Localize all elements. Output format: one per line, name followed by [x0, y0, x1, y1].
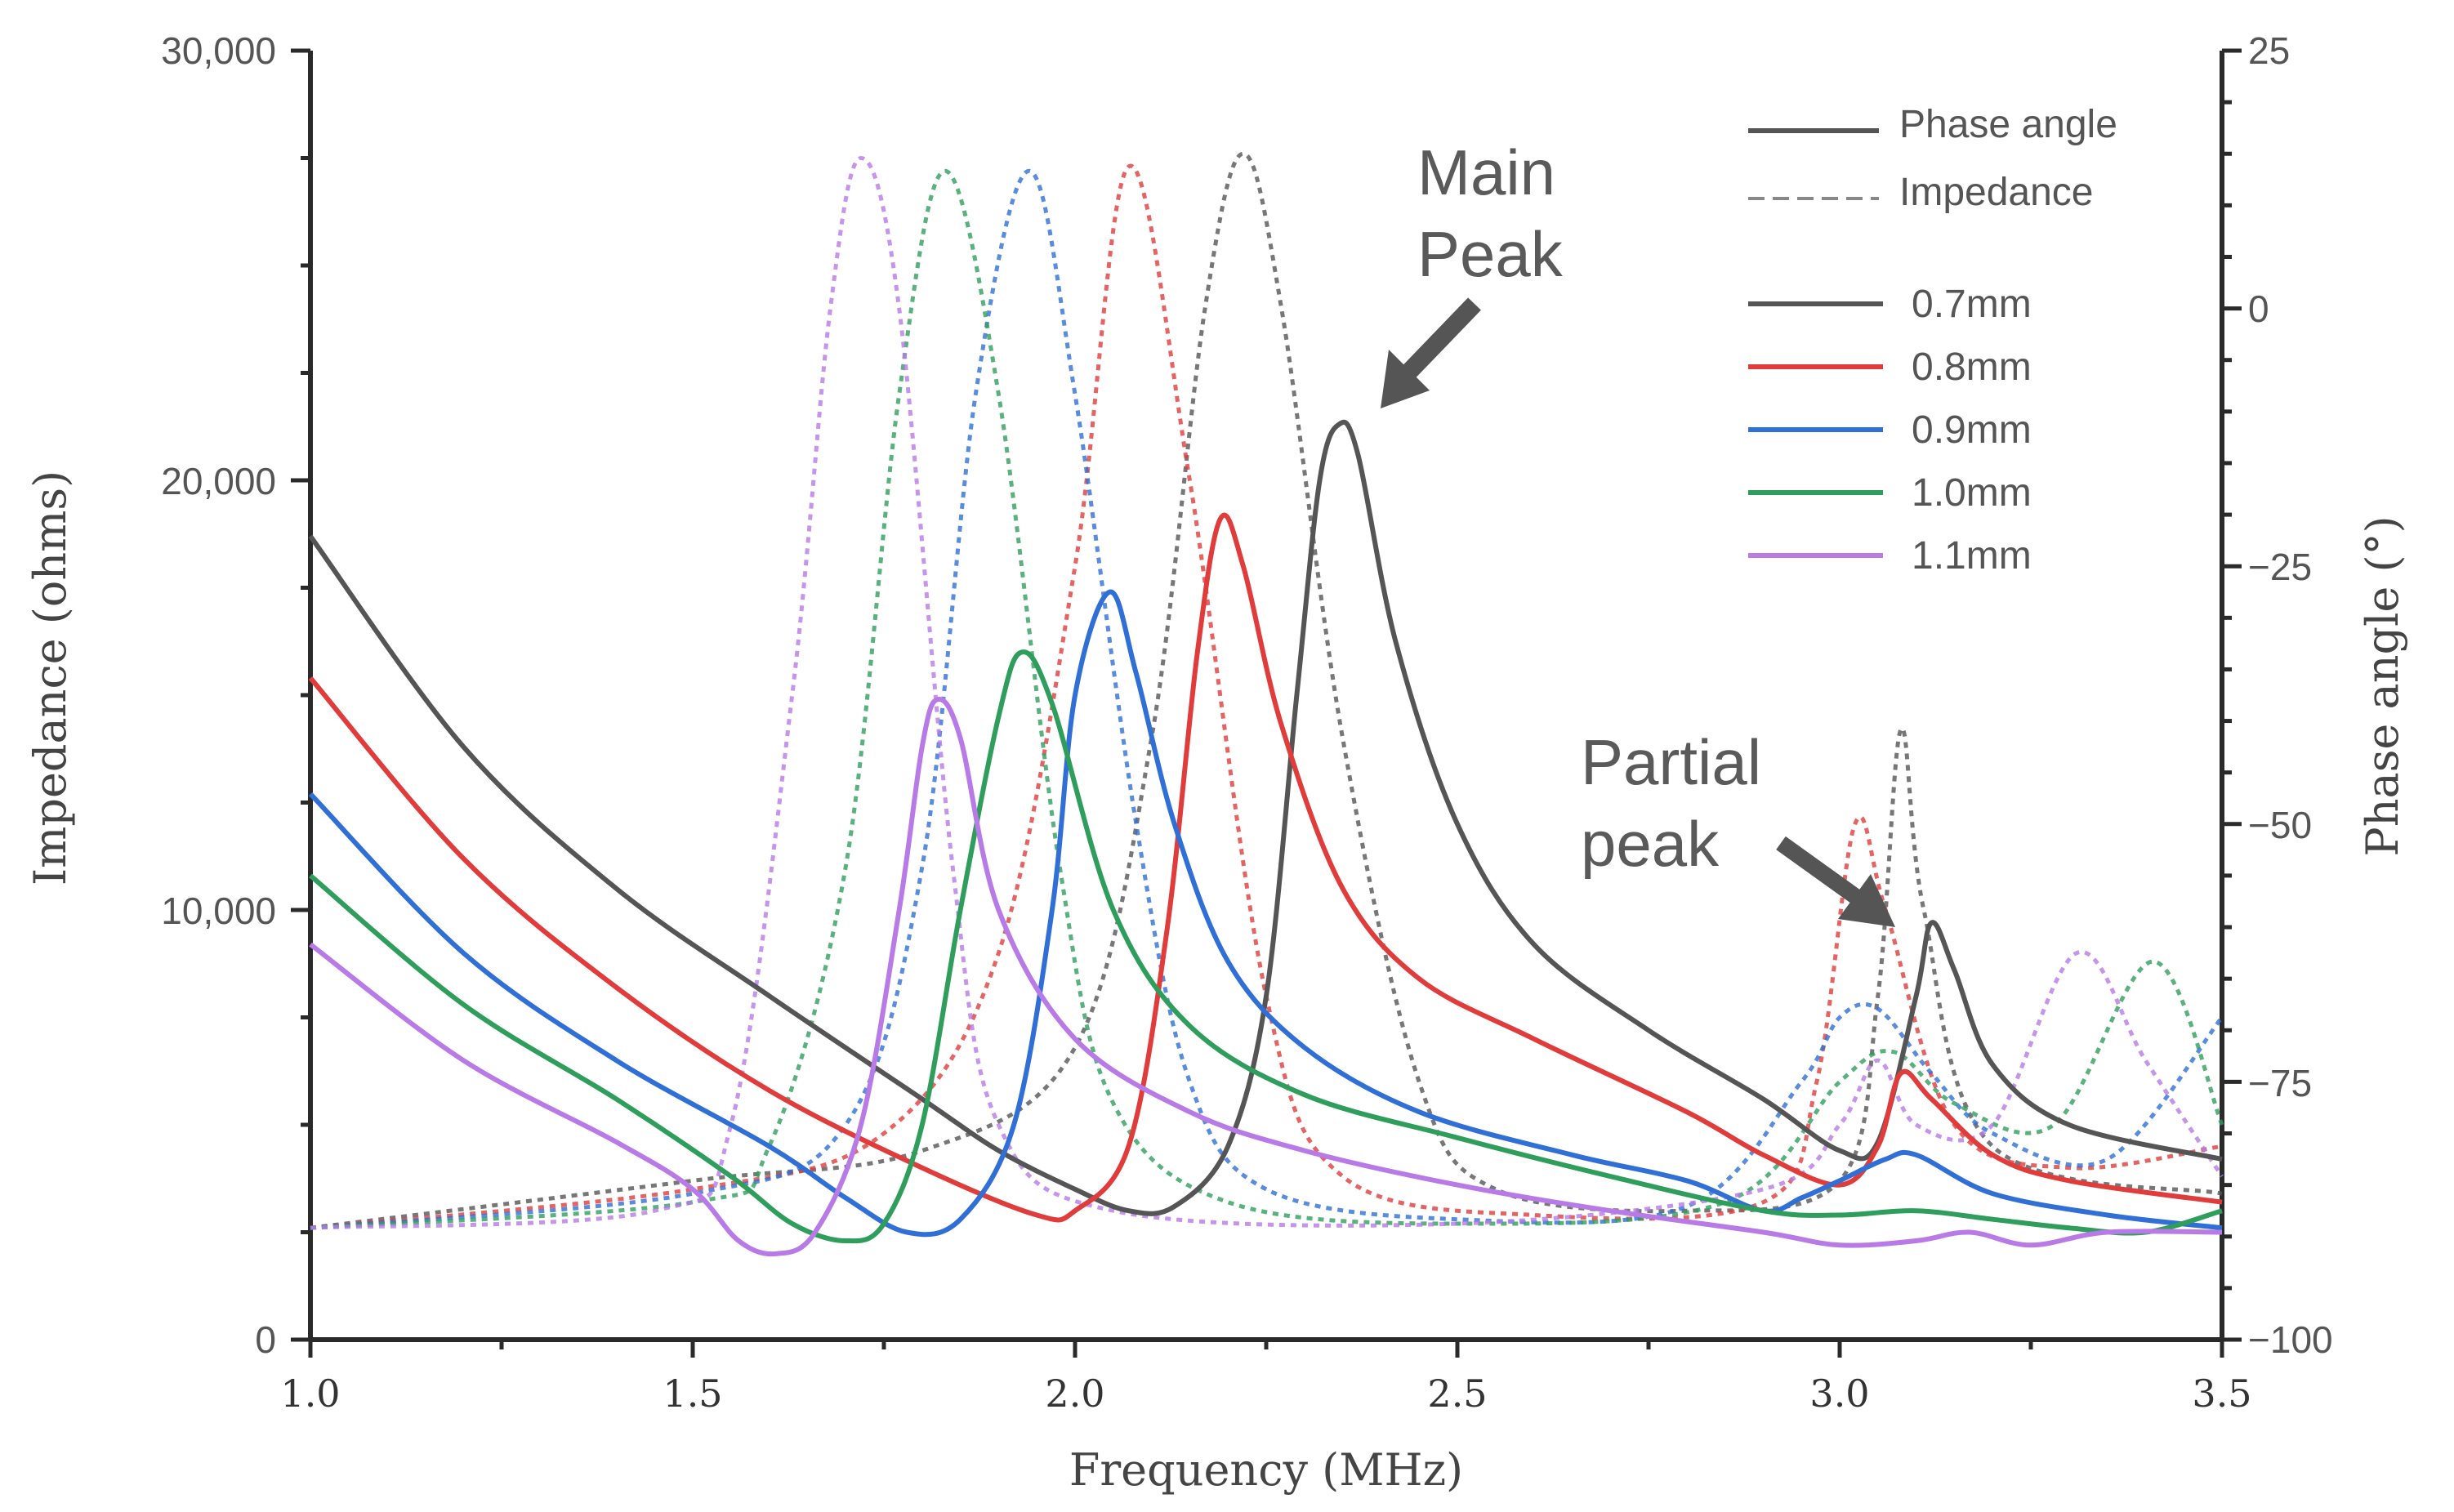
legend-label-0-7mm: 0.7mm: [1912, 283, 2032, 326]
x-tick-label: 2.0: [1045, 1372, 1104, 1416]
y-left-tick-label: 30,000: [161, 29, 276, 72]
legend-label-0-8mm: 0.8mm: [1912, 346, 2032, 389]
legend-label-0-9mm: 0.9mm: [1912, 408, 2032, 452]
x-tick-label: 1.5: [663, 1372, 722, 1416]
impedance-line-0-8mm: [310, 163, 2223, 1230]
legend-label-phase-angle: Phase angle: [1899, 103, 2117, 146]
y-right-tick-label: 25: [2248, 29, 2290, 72]
phase-angle-line-0-9mm: [308, 589, 2223, 1238]
legend-series: 0.7mm 0.8mm 0.9mm 1.0mm 1.1mm: [1748, 283, 2032, 578]
impedance-line-1-0mm: [310, 168, 2224, 1230]
legend-label-1-0mm: 1.0mm: [1912, 471, 2032, 515]
annotation-main-peak-line2: Peak: [1417, 218, 1564, 290]
y-right-tick-label: −50: [2248, 804, 2312, 846]
annotation-partial-peak: Partial peak: [1581, 726, 1895, 927]
impedance-line-0-9mm: [310, 168, 2224, 1230]
y-right-axis-title: Phase angle (°): [2357, 515, 2408, 856]
phase-angle-line-0-7mm: [308, 419, 2223, 1216]
legend-label-impedance: Impedance: [1899, 171, 2094, 214]
left-tick-labels: 0 10,000 20,000 30,000: [161, 29, 276, 1361]
y-right-tick-label: −25: [2248, 546, 2312, 588]
annotation-partial-peak-line1: Partial: [1581, 726, 1761, 798]
y-left-tick-label: 0: [255, 1318, 276, 1361]
series-group: [308, 151, 2224, 1257]
y-right-tick-label: −100: [2248, 1318, 2333, 1361]
phase-angle-line-0-8mm: [308, 512, 2223, 1223]
x-tick-label: 3.0: [1809, 1372, 1869, 1416]
partial-peak-arrow-shaft: [1776, 836, 1861, 904]
x-tick-label: 1.0: [280, 1372, 340, 1416]
legend-background: [1732, 74, 2206, 637]
phase-angle-line-1-0mm: [309, 649, 2223, 1244]
y-left-tick-label: 10,000: [161, 890, 276, 932]
legend: Phase angle Impedance 0.7mm 0.8mm 0.9mm 1.0…: [1732, 74, 2206, 637]
annotation-main-peak-line1: Main: [1417, 136, 1555, 208]
annotation-main-peak: Main Peak: [1381, 136, 1564, 408]
x-tick-label: 3.5: [2192, 1372, 2251, 1416]
y-left-tick-label: 20,000: [161, 460, 276, 502]
annotation-partial-peak-line2: peak: [1581, 808, 1720, 880]
phase-angle-line-1-1mm: [309, 697, 2223, 1257]
y-right-tick-label: 0: [2248, 288, 2269, 330]
x-tick-labels: 1.0 1.5 2.0 2.5 3.0 3.5: [280, 1372, 2251, 1416]
legend-label-1-1mm: 1.1mm: [1912, 534, 2032, 578]
impedance-line-1-1mm: [310, 155, 2224, 1230]
x-axis-title: Frequency (MHz): [1069, 1444, 1463, 1496]
main-peak-arrow-head: [1381, 350, 1430, 408]
right-tick-labels: 25 0 −25 −50 −75 −100: [2248, 29, 2333, 1361]
main-peak-arrow-shaft: [1403, 297, 1481, 378]
y-left-axis-title: Impedance (ohms): [25, 471, 76, 885]
x-tick-label: 2.5: [1427, 1372, 1487, 1416]
partial-peak-arrow-head: [1838, 874, 1895, 927]
axis-ticks: [291, 48, 2242, 1358]
y-right-tick-label: −75: [2248, 1062, 2312, 1104]
